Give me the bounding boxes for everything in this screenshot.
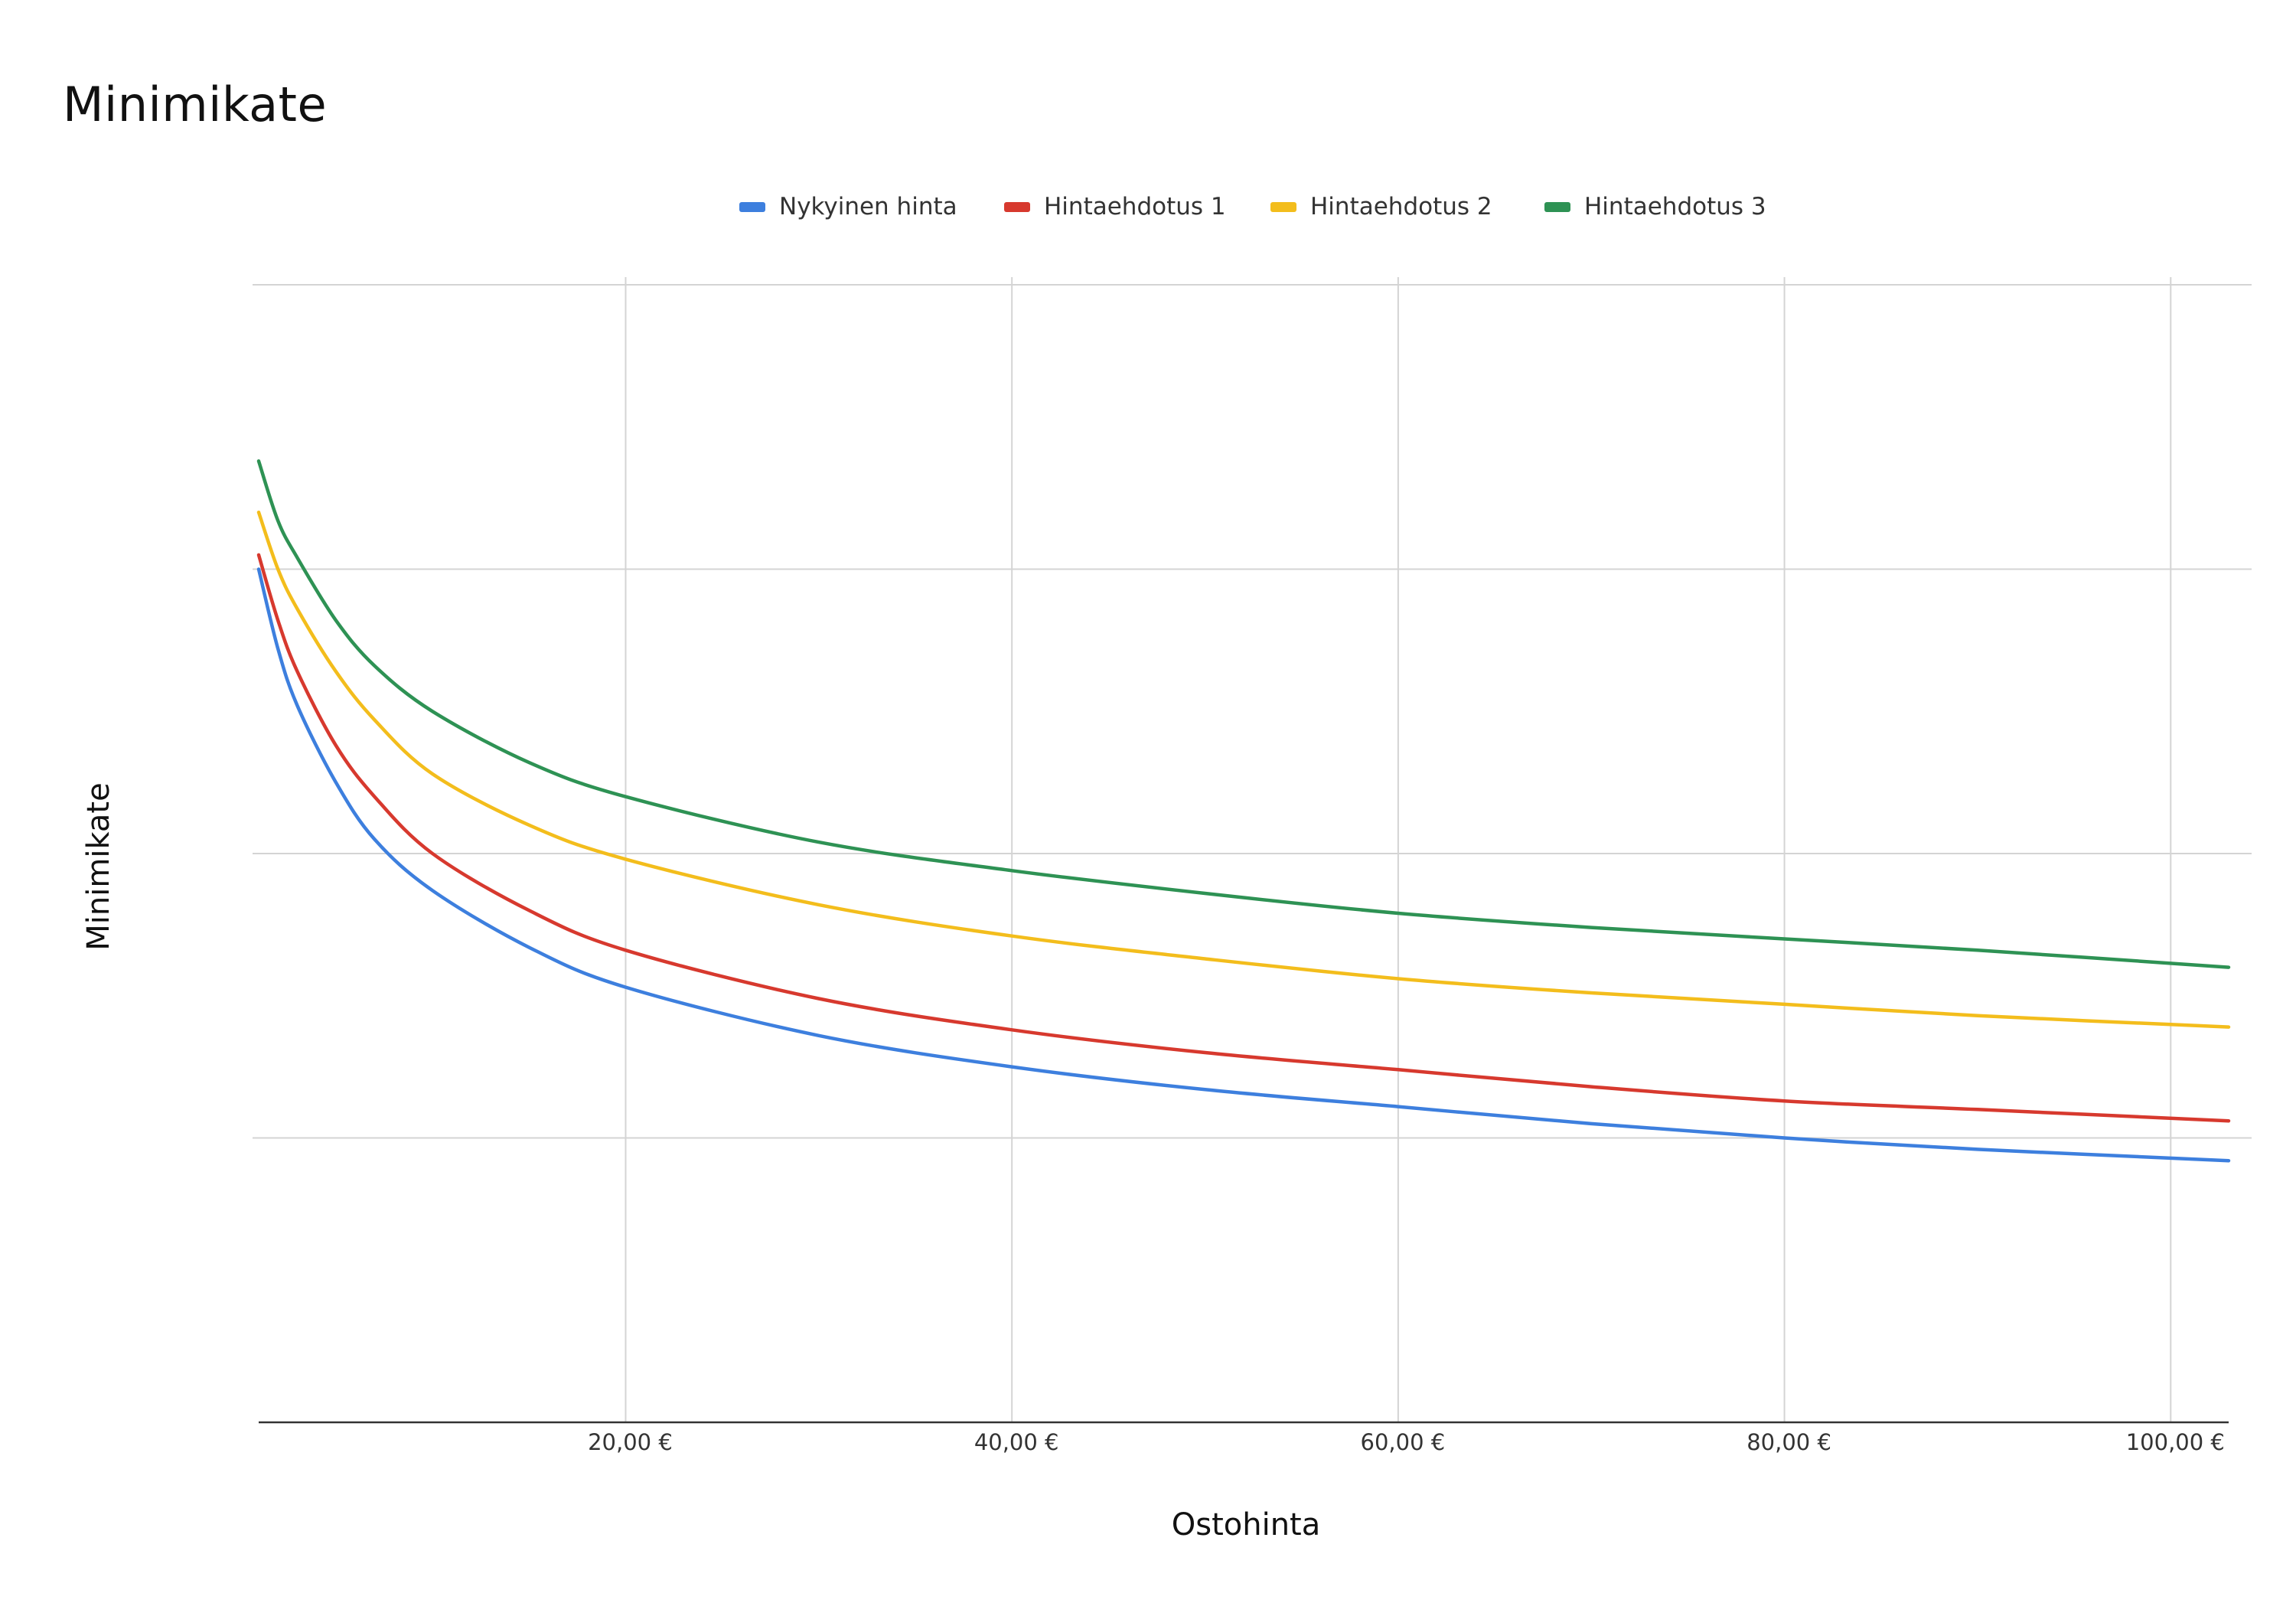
y-axis-title: Minimikate [81,782,116,950]
x-tick-label: 100,00 € [2126,1429,2225,1455]
legend-swatch [1270,201,1296,212]
chart-legend: Nykyinen hinta Hintaehdotus 1 Hintaehdotus… [0,184,2296,230]
legend-swatch [739,201,765,212]
legend-label: Hintaehdotus 2 [1310,193,1492,220]
legend-item-1: Nykyinen hinta [739,184,957,230]
series-line-1 [256,567,2231,1163]
legend-item-2: Hintaehdotus 1 [1004,184,1226,230]
x-tick-label: 80,00 € [1746,1429,1831,1455]
x-tick-label: 40,00 € [974,1429,1059,1455]
x-tick-label: 20,00 € [588,1429,673,1455]
series-line-2 [256,553,2231,1123]
series-line-3 [256,510,2231,1029]
legend-label: Hintaehdotus 3 [1584,193,1766,220]
legend-swatch [1544,201,1570,212]
axis-layer: 20,00 € 40,00 € 60,00 € 80,00 € 100,00 € [259,1421,2229,1455]
x-tick-label: 60,00 € [1361,1429,1446,1455]
legend-swatch [1004,201,1030,212]
series-layer [256,459,2231,1163]
x-axis-title: Ostohinta [1172,1507,1321,1543]
legend-item-3: Hintaehdotus 2 [1270,184,1492,230]
series-line-4 [256,459,2231,969]
chart-title: Minimikate [63,77,328,132]
legend-item-4: Hintaehdotus 3 [1544,184,1766,230]
legend-label: Nykyinen hinta [779,193,957,220]
grid-layer [253,277,2252,1422]
legend-label: Hintaehdotus 1 [1044,193,1226,220]
